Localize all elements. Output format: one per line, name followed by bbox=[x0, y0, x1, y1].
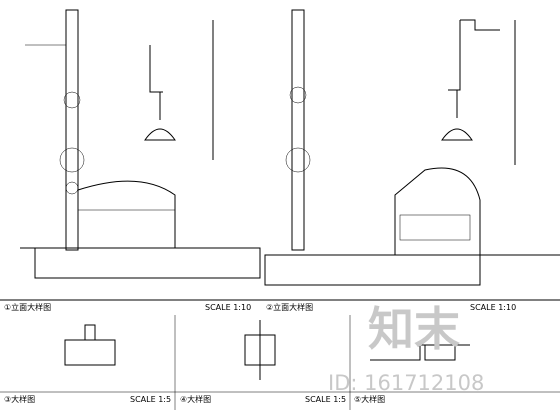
bottom-details bbox=[0, 315, 560, 410]
drawing-label: ⑤大样图 bbox=[354, 394, 385, 404]
elevation-detail-2 bbox=[262, 9, 560, 301]
drawing-scale: SCALE 1:10 bbox=[205, 303, 251, 312]
drawing-label: ②立面大样图 bbox=[266, 302, 313, 312]
drawing-scale: SCALE 1:5 bbox=[130, 395, 171, 404]
drawing-label: ①立面大样图 bbox=[4, 302, 51, 312]
drawing-label: ④大样图 bbox=[180, 394, 211, 404]
drawing-scale: SCALE 1:5 bbox=[305, 395, 346, 404]
watermark-id: ID: 161712108 bbox=[328, 371, 484, 395]
watermark-brand: 知末 bbox=[368, 302, 460, 356]
elevation-detail-1 bbox=[0, 9, 270, 301]
drawing-scale: SCALE 1:10 bbox=[470, 303, 516, 312]
drawing-label: ③大样图 bbox=[4, 394, 35, 404]
